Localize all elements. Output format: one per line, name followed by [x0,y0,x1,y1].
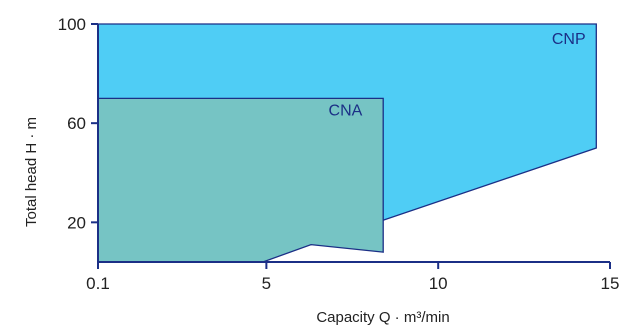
tick-marks: 0.1 5 10 15 20 60 100 [58,15,620,293]
y-tick-label: 100 [58,15,86,34]
x-tick-label: 0.1 [86,274,110,293]
region-labels: CNP CNA [329,31,586,120]
y-tick-label: 60 [67,114,86,133]
x-tick-label: 15 [601,274,620,293]
region-cna [97,97,384,263]
region-label-cnp: CNP [552,31,586,48]
region-label-cna: CNA [329,103,363,120]
x-tick-label: 10 [429,274,448,293]
y-tick-label: 20 [67,213,86,232]
y-axis-label: Total head H · m [23,117,40,227]
x-tick-label: 5 [262,274,271,293]
capacity-regions [97,23,597,263]
x-axis-label: Capacity Q · m³/min [316,309,449,326]
